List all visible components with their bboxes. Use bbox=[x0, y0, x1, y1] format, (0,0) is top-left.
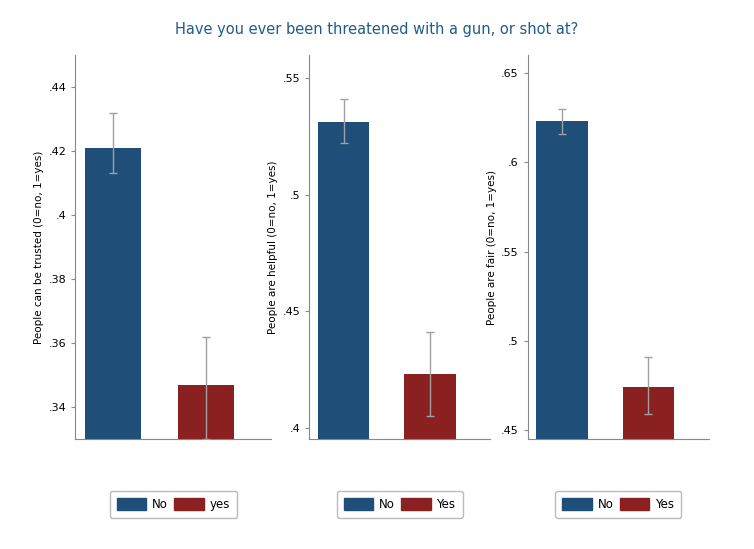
Y-axis label: People are helpful (0=no, 1=yes): People are helpful (0=no, 1=yes) bbox=[268, 160, 278, 334]
Text: Have you ever been threatened with a gun, or shot at?: Have you ever been threatened with a gun… bbox=[176, 22, 578, 37]
Y-axis label: People are fair (0=no, 1=yes): People are fair (0=no, 1=yes) bbox=[487, 170, 497, 324]
Bar bbox=[178, 385, 234, 439]
Bar bbox=[84, 148, 141, 439]
Bar bbox=[317, 122, 369, 439]
Bar bbox=[623, 388, 674, 439]
Bar bbox=[536, 121, 588, 439]
Legend: No, yes: No, yes bbox=[110, 491, 237, 518]
Bar bbox=[404, 374, 455, 439]
Y-axis label: People can be trusted (0=no, 1=yes): People can be trusted (0=no, 1=yes) bbox=[35, 150, 44, 344]
Legend: No, Yes: No, Yes bbox=[556, 491, 681, 518]
Legend: No, Yes: No, Yes bbox=[337, 491, 462, 518]
